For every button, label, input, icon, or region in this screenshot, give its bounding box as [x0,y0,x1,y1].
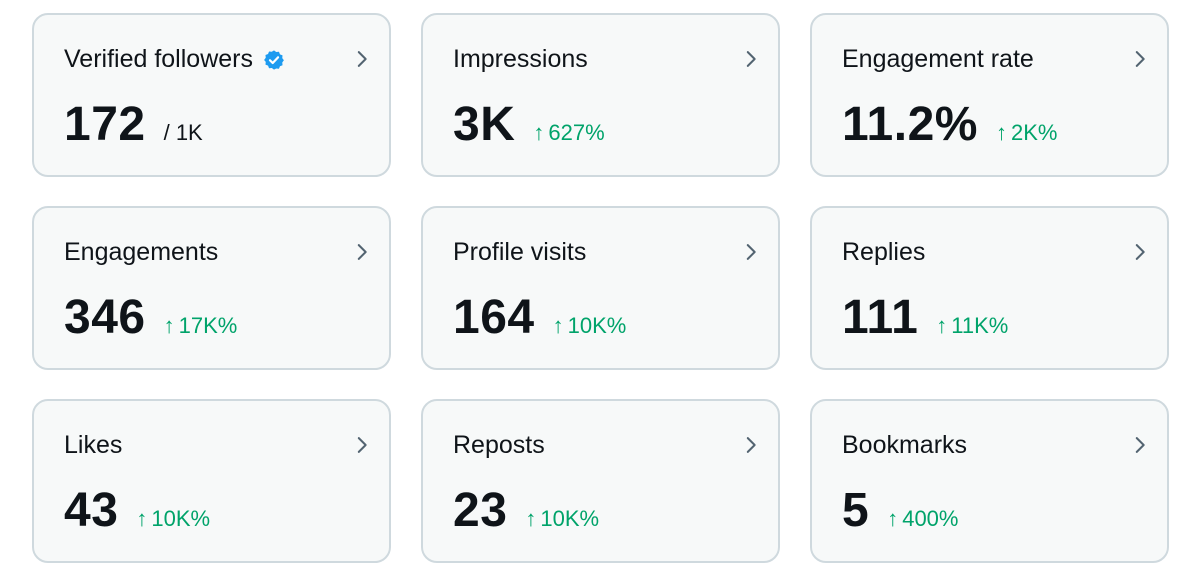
value-row: 11.2% ↑ 2K% [842,97,1057,152]
metric-change: ↑ 10K% [525,506,599,532]
stat-card-engagements[interactable]: Engagements 346 ↑ 17K% [32,206,391,370]
metric-change: ↑ 10K% [553,313,627,339]
card-title-label: Reposts [453,431,545,459]
metric-goal: / 1K [163,120,203,145]
arrow-up-icon: ↑ [552,313,564,338]
chevron-right-icon[interactable] [351,434,373,456]
chevron-right-icon[interactable] [351,48,373,70]
stat-card-reposts[interactable]: Reposts 23 ↑ 10K% [421,399,780,563]
card-title-label: Bookmarks [842,431,968,459]
card-title: Likes [64,431,122,460]
metric-value: 172 [64,98,146,151]
arrow-up-icon: ↑ [525,506,537,531]
card-title: Engagements [64,238,218,267]
metric-value: 11.2% [842,98,978,151]
metric-change: ↑ 17K% [164,313,238,339]
arrow-up-icon: ↑ [887,506,899,531]
metric-change-value: 10K% [540,506,600,531]
metric-change: ↑ 10K% [136,506,210,532]
chevron-right-icon[interactable] [740,48,762,70]
metric-value: 43 [64,484,119,537]
metric-change: ↑ 11K% [936,313,1008,339]
card-title: Reposts [453,431,545,460]
card-title: Profile visits [453,238,586,267]
chevron-right-icon[interactable] [1129,434,1151,456]
card-title-label: Engagement rate [842,45,1034,73]
chevron-right-icon[interactable] [351,241,373,263]
metric-change-value: 17K% [178,313,238,338]
arrow-up-icon: ↑ [995,120,1007,145]
metric-change-value: 2K% [1010,120,1058,145]
arrow-up-icon: ↑ [533,120,545,145]
card-title: Impressions [453,45,588,74]
stat-card-likes[interactable]: Likes 43 ↑ 10K% [32,399,391,563]
arrow-up-icon: ↑ [936,313,948,338]
arrow-up-icon: ↑ [136,506,148,531]
card-title: Replies [842,238,925,267]
value-row: 5 ↑ 400% [842,483,958,538]
card-title: Verified followers [64,45,285,74]
card-title: Engagement rate [842,45,1034,74]
card-title-label: Verified followers [64,45,253,73]
card-title-label: Profile visits [453,238,587,266]
card-title-label: Replies [842,238,926,266]
card-title-label: Likes [64,431,123,459]
metric-change: ↑ 400% [887,506,958,532]
metric-change-value: 627% [548,120,605,145]
verified-badge-icon [263,49,285,71]
arrow-up-icon: ↑ [163,313,175,338]
metric-value: 164 [453,291,535,344]
metric-value: 5 [842,484,870,537]
stat-card-engagement-rate[interactable]: Engagement rate 11.2% ↑ 2K% [810,13,1169,177]
chevron-right-icon[interactable] [1129,48,1151,70]
card-title-label: Engagements [64,238,219,266]
stat-card-profile-visits[interactable]: Profile visits 164 ↑ 10K% [421,206,780,370]
card-title-label: Impressions [453,45,588,73]
metric-change-value: 400% [902,506,959,531]
metric-change-value: 11K% [951,313,1009,338]
value-row: 23 ↑ 10K% [453,483,599,538]
metric-value: 23 [453,484,508,537]
metric-value: 3K [453,98,516,151]
stat-card-bookmarks[interactable]: Bookmarks 5 ↑ 400% [810,399,1169,563]
chevron-right-icon[interactable] [740,241,762,263]
stat-card-impressions[interactable]: Impressions 3K ↑ 627% [421,13,780,177]
value-row: 164 ↑ 10K% [453,290,626,345]
value-row: 111 ↑ 11K% [842,290,1008,345]
metric-change: ↑ 627% [533,120,604,146]
chevron-right-icon[interactable] [740,434,762,456]
stat-card-replies[interactable]: Replies 111 ↑ 11K% [810,206,1169,370]
metric-change: ↑ 2K% [996,120,1057,146]
value-row: 43 ↑ 10K% [64,483,210,538]
metric-change-value: 10K% [151,506,211,531]
stat-card-verified-followers[interactable]: Verified followers 172 / 1K [32,13,391,177]
value-row: 346 ↑ 17K% [64,290,237,345]
chevron-right-icon[interactable] [1129,241,1151,263]
value-row: 3K ↑ 627% [453,97,605,152]
metric-value: 346 [64,291,146,344]
metric-change-value: 10K% [567,313,627,338]
metric-value: 111 [842,291,919,344]
value-row: 172 / 1K [64,97,203,152]
card-title: Bookmarks [842,431,967,460]
